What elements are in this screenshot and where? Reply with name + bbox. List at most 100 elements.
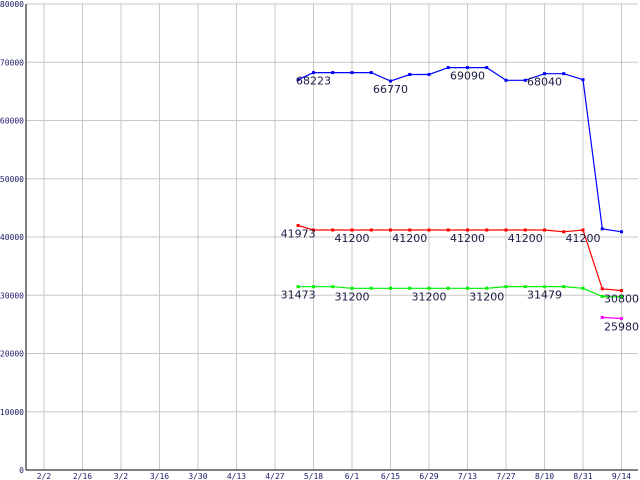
series-point <box>296 285 300 289</box>
series-point <box>504 78 508 82</box>
data-label: 30800 <box>604 293 639 306</box>
series-point <box>581 286 585 290</box>
data-label: 41200 <box>392 232 427 245</box>
x-tick-label: 3/16 <box>150 472 169 480</box>
data-label: 68040 <box>527 76 562 89</box>
series-point <box>427 72 431 76</box>
data-label: 41200 <box>566 232 601 245</box>
series-point <box>369 71 373 75</box>
series-point <box>504 285 508 289</box>
series-point <box>485 66 489 70</box>
x-tick-label: 6/29 <box>419 472 438 480</box>
series-point <box>446 228 450 232</box>
x-tick-label: 7/13 <box>458 472 477 480</box>
series-point <box>581 228 585 232</box>
data-label: 31200 <box>469 290 504 303</box>
x-tick-label: 6/1 <box>345 472 360 480</box>
axes <box>25 4 638 471</box>
series-point <box>620 230 623 234</box>
series-point <box>620 289 623 293</box>
series-point <box>427 228 431 232</box>
y-tick-label: 30000 <box>0 291 24 300</box>
series-point <box>389 79 392 83</box>
y-tick-label: 60000 <box>0 117 24 126</box>
series-point <box>446 66 450 70</box>
data-label: 41973 <box>281 228 316 241</box>
x-tick-label: 8/10 <box>535 472 554 480</box>
series-point <box>466 228 469 232</box>
x-tick-label: 9/14 <box>612 472 631 480</box>
series-point <box>427 286 431 290</box>
series-point <box>562 230 566 234</box>
series-point <box>543 228 546 232</box>
series-point <box>389 286 392 290</box>
series-point <box>600 287 604 291</box>
series-point <box>296 78 300 82</box>
series-point <box>331 285 335 289</box>
x-tick-label: 6/15 <box>381 472 400 480</box>
x-tick-label: 4/13 <box>227 472 246 480</box>
series-point <box>350 228 354 232</box>
series-point <box>543 285 546 289</box>
series-point <box>562 285 566 289</box>
data-label: 66770 <box>373 83 408 96</box>
x-tick-label: 5/18 <box>304 472 323 480</box>
data-label: 31200 <box>335 290 370 303</box>
series-point <box>446 286 450 290</box>
series-point <box>350 286 354 290</box>
data-label: 41200 <box>450 232 485 245</box>
series-point <box>408 286 412 290</box>
series-point <box>485 286 489 290</box>
y-tick-label: 0 <box>19 466 24 475</box>
data-label: 69090 <box>450 70 485 83</box>
series-point <box>369 228 373 232</box>
series-point <box>408 72 412 76</box>
series-point <box>369 286 373 290</box>
data-label: 68223 <box>296 75 331 88</box>
x-tick-label: 8/31 <box>573 472 592 480</box>
data-label: 31473 <box>281 289 316 302</box>
y-tick-label: 70000 <box>0 58 24 67</box>
y-axis-ticks: 0 10000 20000 30000 40000 50000 60000 70000 8000… <box>0 0 24 475</box>
series-point <box>600 315 604 319</box>
series-point <box>523 285 527 289</box>
data-label: 41200 <box>508 232 543 245</box>
data-labels: 68223 66770 69090 68040 41973 41200 41200 41200… <box>281 70 639 334</box>
data-label: 31200 <box>412 290 447 303</box>
series-layer <box>296 66 623 321</box>
x-tick-label: 2/16 <box>73 472 92 480</box>
series-point <box>312 228 315 232</box>
series-point <box>562 72 566 76</box>
series-point <box>408 228 412 232</box>
x-tick-label: 3/30 <box>188 472 207 480</box>
data-label: 25980 <box>604 321 639 334</box>
series-line-4 <box>602 316 622 320</box>
series-point <box>466 286 469 290</box>
series-line-3 <box>298 286 622 298</box>
series-point <box>485 228 489 232</box>
y-tick-label: 40000 <box>0 233 24 242</box>
series-point <box>600 227 604 231</box>
series-point <box>504 228 508 232</box>
y-tick-label: 20000 <box>0 350 24 359</box>
series-point <box>296 224 300 228</box>
grid <box>26 3 638 471</box>
series-point <box>620 295 623 299</box>
x-tick-label: 2/2 <box>37 472 52 480</box>
series-point <box>466 66 469 70</box>
series-point <box>331 228 335 232</box>
data-label: 31479 <box>527 289 562 302</box>
y-tick-label: 80000 <box>0 0 24 9</box>
x-tick-label: 4/27 <box>265 472 284 480</box>
x-axis-ticks: 2/2 2/16 3/2 3/16 3/30 4/13 4/27 5/18 6/1 6/15 6/2… <box>37 472 632 480</box>
x-tick-label: 7/27 <box>496 472 515 480</box>
series-point <box>620 317 623 321</box>
series-point <box>389 228 392 232</box>
series-point <box>312 285 315 289</box>
series-point <box>600 294 604 298</box>
y-tick-label: 50000 <box>0 175 24 184</box>
series-point <box>350 71 354 75</box>
series-line-2 <box>297 224 622 292</box>
x-tick-label: 3/2 <box>114 472 129 480</box>
